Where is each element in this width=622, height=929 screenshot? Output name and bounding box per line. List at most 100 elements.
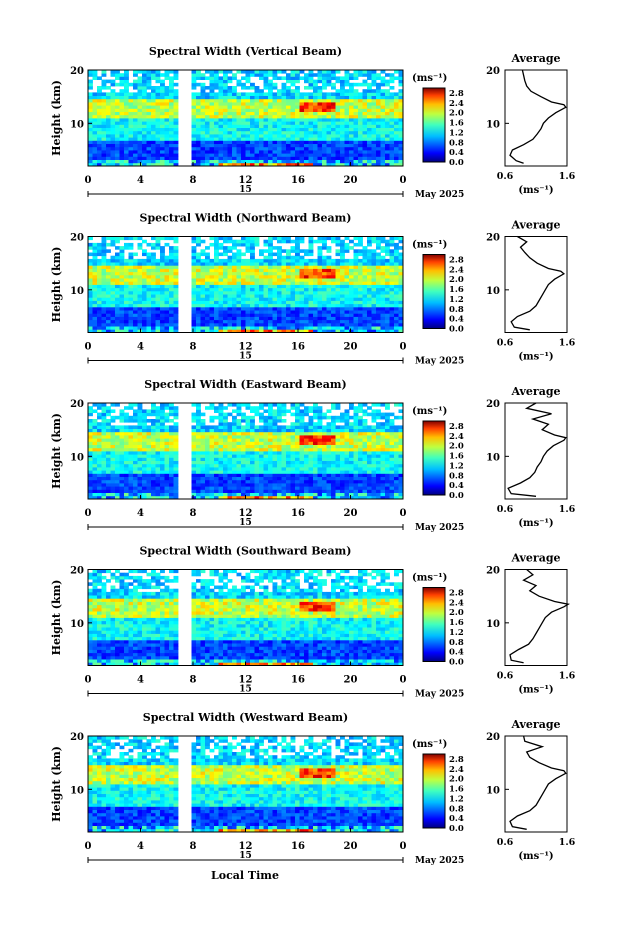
heatmap-cell [110,425,116,429]
heatmap-cell [236,406,242,410]
heatmap-cell [398,246,404,250]
heatmap-cell [155,239,161,244]
colorbar-tick-label: 2.4 [449,265,464,275]
heatmap-cell [160,444,165,449]
heatmap-cell [385,265,390,269]
heatmap-cell [308,159,314,164]
heatmap-cell [304,124,309,128]
heatmap-cell [169,306,174,311]
heatmap-cell [155,79,161,84]
heatmap-cell [214,287,219,292]
heatmap-cell [313,300,318,305]
heatmap-cell [142,92,147,96]
heatmap-cell [268,489,273,493]
heatmap-cell [110,313,116,317]
heatmap-cell [115,70,120,74]
heatmap-cell [317,153,323,157]
heatmap-cell [236,422,242,426]
heatmap-cell [245,278,251,282]
heatmap-cell [196,322,201,327]
heatmap-cell [196,73,201,77]
heatmap-cell [317,76,323,80]
heatmap-cell [124,70,129,74]
heatmap-cell [160,271,165,276]
heatmap-cell [97,89,102,93]
heatmap-cell [367,284,372,289]
heatmap-cell [326,281,332,285]
heatmap-cell [326,258,332,263]
heatmap-cell [272,290,278,295]
heatmap-cell [250,268,255,273]
heatmap-cell [101,415,107,420]
heatmap-cell [169,300,174,305]
heatmap-cell [398,258,404,263]
heatmap-cell [245,153,251,157]
heatmap-cell [200,73,206,77]
heatmap-cell [227,98,233,103]
month-label: May 2025 [415,190,464,200]
heatmap-cell [286,463,291,468]
heatmap-cell [106,435,111,439]
heatmap-cell [169,489,174,493]
heatmap-cell [155,137,161,141]
heatmap-cell [92,460,98,465]
heatmap-cell [200,316,206,321]
heatmap-cell [92,306,98,311]
heatmap-cell [124,467,129,471]
heatmap-cell [110,495,116,500]
heatmap-cell [286,89,291,93]
heatmap-cell [317,322,323,327]
heatmap-cell [115,150,120,154]
heatmap-cell [272,306,278,311]
heatmap-cell [245,422,251,426]
heatmap-cell [137,150,143,154]
heatmap-cell [389,316,395,321]
heatmap-cell [263,268,269,273]
heatmap-cell [227,118,233,122]
heatmap-cell [142,409,147,413]
heatmap-cell [223,415,228,420]
heatmap-cell [263,76,269,80]
heatmap-cell [322,303,327,308]
heatmap-cell [380,121,386,125]
heatmap-cell [313,79,318,84]
heatmap-cell [133,290,138,295]
profile-x-label: (ms⁻¹) [518,185,553,196]
heatmap-cell [344,92,350,96]
heatmap-cell [191,156,197,160]
heatmap-cell [119,483,125,487]
heatmap-cell [128,441,134,445]
heatmap-cell [358,274,363,279]
heatmap-cell [358,92,363,96]
heatmap-cell [277,431,282,436]
heatmap-cell [290,246,296,250]
profile-x-tick-label: 0.6 [497,338,514,349]
heatmap-cell [151,265,156,269]
heatmap-cell [322,271,327,276]
heatmap-cell [286,457,291,461]
heatmap-cell [101,322,107,327]
heatmap-cell [200,451,206,455]
heatmap-cell [308,105,314,109]
heatmap-cell [245,495,251,500]
heatmap-cell [128,118,134,122]
heatmap-cell [349,281,354,285]
heatmap-cell [331,313,336,317]
heatmap-cell [317,102,323,106]
heatmap-cell [101,92,107,96]
heatmap-cell [268,479,273,484]
heatmap-cell [398,290,404,295]
heatmap-cell [205,268,210,273]
heatmap-cell [209,262,215,266]
heatmap-cell [155,489,161,493]
heatmap-cell [227,130,233,135]
heatmap-cell [214,73,219,77]
heatmap-cell [205,252,210,257]
heatmap-cell [124,265,129,269]
heatmap-cell [97,146,102,151]
heatmap-cell [290,73,296,77]
heatmap-cell [313,111,318,116]
heatmap-cell [214,415,219,420]
heatmap-cell [371,274,377,279]
heatmap-cell [142,108,147,112]
